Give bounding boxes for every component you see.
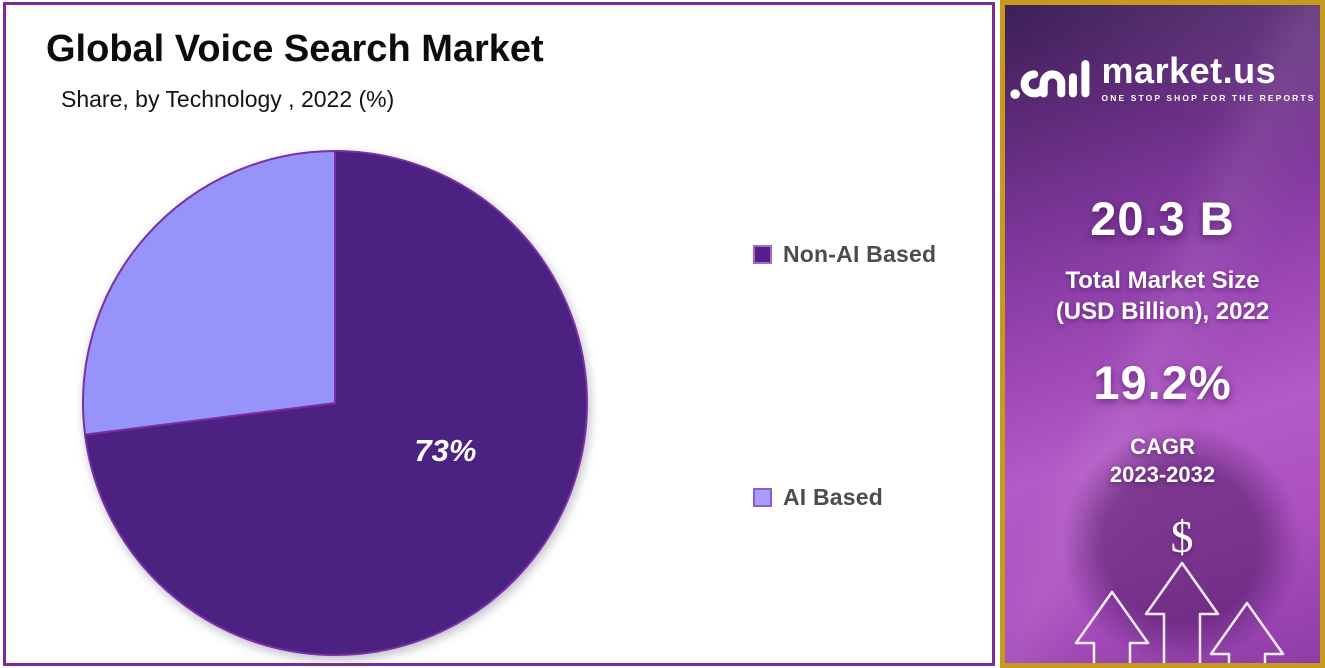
dollar-icon: $ [1170, 511, 1194, 562]
stat-cagr-label-line1: CAGR [1130, 434, 1195, 459]
stat-market-size-label-line2: (USD Billion), 2022 [1055, 298, 1270, 325]
pie-data-label: 73% [414, 433, 476, 468]
stat-market-size-label-line1: Total Market Size [1065, 267, 1260, 294]
pie-slice-non-ai-based [83, 149, 589, 656]
growth-arrows-icon [1074, 561, 1285, 663]
chart-panel: Global Voice Search Market Share, by Tec… [3, 2, 995, 666]
legend-item-ai-based: AI Based [753, 484, 883, 511]
stat-market-size-label: Total Market Size (USD Billion), 2022 [1005, 265, 1320, 327]
legend-swatch-ai-based [753, 488, 772, 507]
brand-text: market.us ONE STOP SHOP FOR THE REPORTS [1101, 50, 1316, 104]
brand-sidebar: market.us ONE STOP SHOP FOR THE REPORTS … [1000, 0, 1325, 668]
growth-arrow-right [1209, 601, 1285, 663]
stat-cagr-label: CAGR 2023-2032 [1005, 433, 1320, 489]
growth-arrow-middle [1144, 561, 1220, 663]
chart-title: Global Voice Search Market [46, 28, 544, 70]
legend-item-non-ai-based: Non-AI Based [753, 241, 936, 268]
stat-cagr-label-line2: 2023-2032 [1109, 462, 1216, 487]
pie-chart: 73% [82, 149, 589, 656]
stat-cagr-value: 19.2% [1093, 356, 1232, 409]
stat-market-size-value: 20.3 B [1090, 192, 1235, 245]
pie-slice-ai-based [82, 149, 336, 436]
brand-name: market.us [1101, 50, 1277, 91]
brand-tagline: ONE STOP SHOP FOR THE REPORTS [1101, 93, 1316, 103]
legend-swatch-non-ai-based [753, 245, 772, 264]
marketus-logo-icon [1009, 60, 1089, 99]
chart-subtitle: Share, by Technology , 2022 (%) [61, 86, 395, 112]
legend-label-non-ai-based: Non-AI Based [783, 241, 937, 267]
brand-logo: market.us ONE STOP SHOP FOR THE REPORTS [1005, 47, 1320, 109]
legend-label-ai-based: AI Based [783, 484, 884, 510]
growth-arrow-left [1074, 590, 1150, 663]
